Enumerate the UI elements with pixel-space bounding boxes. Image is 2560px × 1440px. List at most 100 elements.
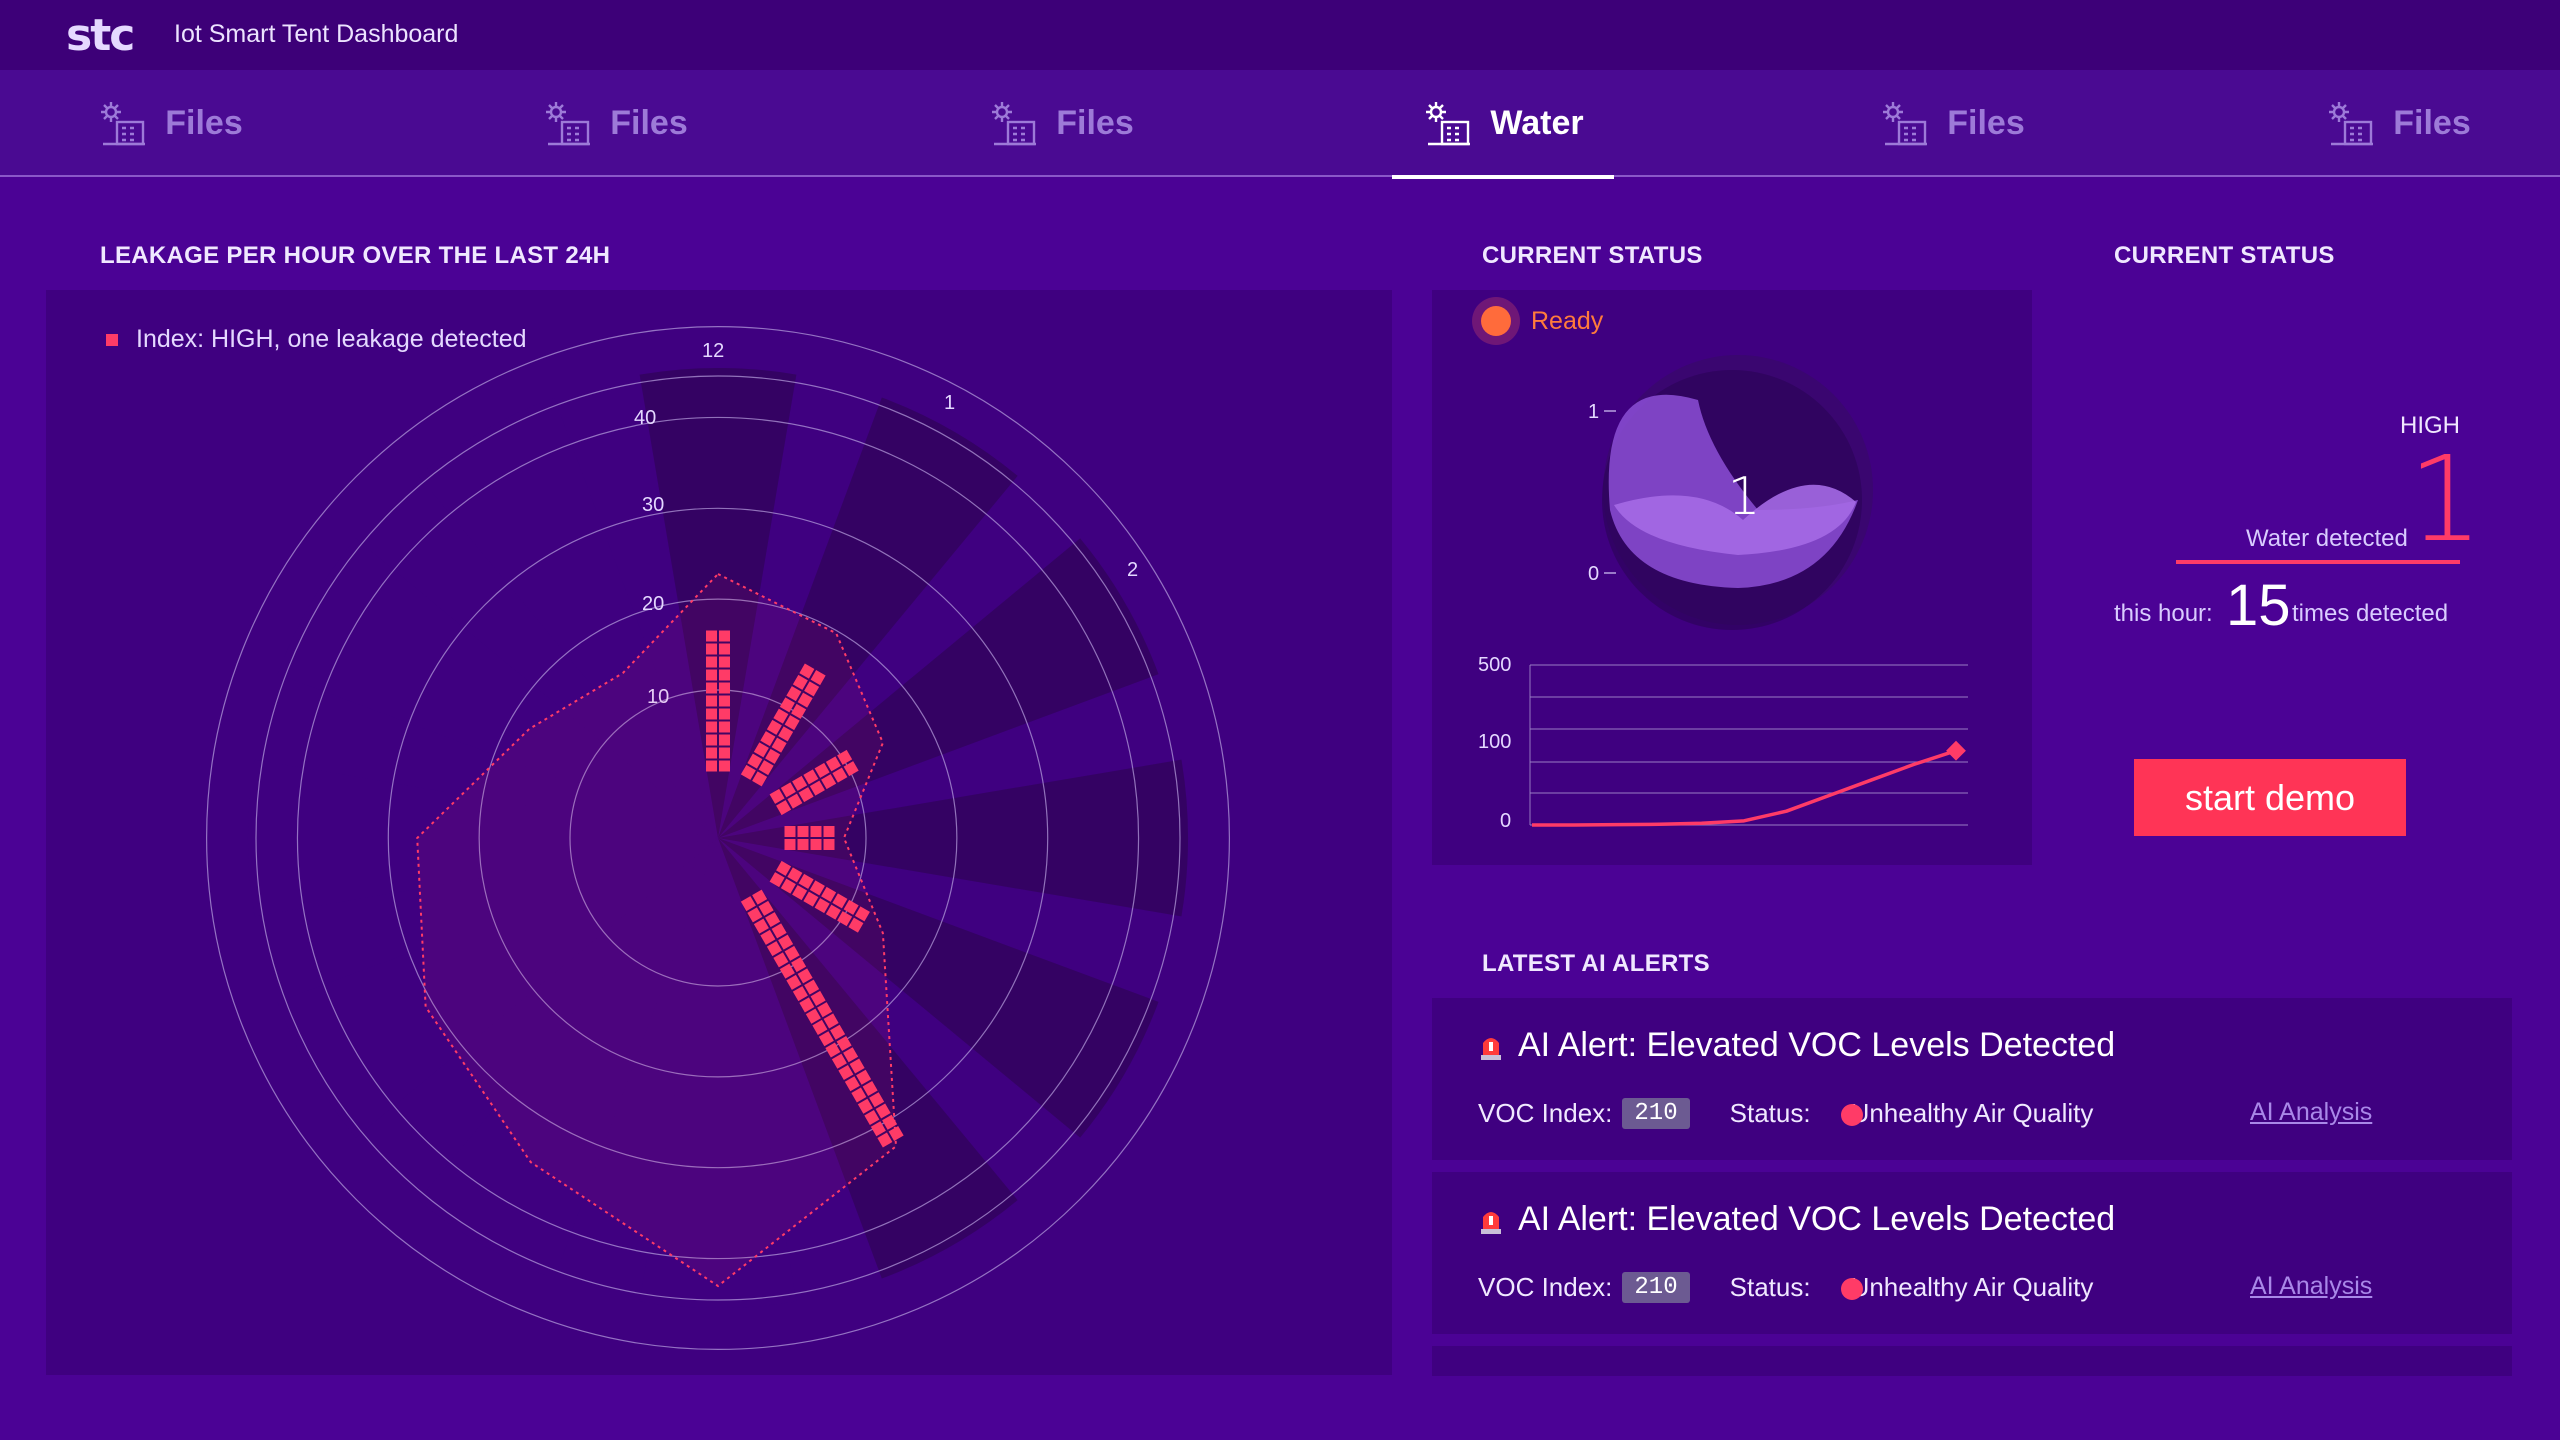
leakage-bar-cell — [780, 782, 796, 798]
leakage-bar-cell — [870, 1121, 886, 1137]
leakage-bar-cell — [753, 742, 769, 758]
leakage-bar-cell — [831, 1053, 847, 1069]
leakage-bar-cell — [805, 1008, 821, 1024]
grid-ring — [387, 507, 1049, 1169]
leakage-bar-cell — [719, 734, 730, 746]
leakage-bar-cell — [825, 1042, 841, 1058]
leakage-bar-cell — [798, 873, 814, 889]
leakage-bar-cell — [776, 800, 792, 816]
leakage-bar-cell — [719, 708, 730, 720]
leakage-bar-cell — [747, 907, 763, 923]
ready-text: Ready — [1531, 306, 1604, 335]
leakage-bar-cell — [814, 762, 830, 778]
leakage-bar-cell — [784, 839, 796, 850]
radial-tick-label: 20 — [642, 593, 664, 615]
leakage-bar-cell — [864, 1109, 880, 1126]
siren-icon — [1478, 1031, 1504, 1061]
ai-analysis-link[interactable]: AI Analysis — [2250, 1272, 2373, 1300]
gauge-wave — [1614, 484, 1856, 555]
leakage-bar-cell — [769, 872, 785, 888]
voc-label: VOC Index: — [1478, 1272, 1613, 1302]
grid-ring — [255, 375, 1181, 1301]
leakage-bar-cell — [825, 904, 841, 920]
leakage-bar-cell — [706, 747, 717, 759]
leakage-bar-cell — [888, 1126, 904, 1142]
start-demo-button[interactable]: start demo — [2134, 759, 2406, 836]
leakage-bar-cell — [799, 663, 815, 679]
hour-sector — [277, 538, 718, 838]
leakage-bar-cell — [706, 760, 717, 772]
leakage-bar-cell — [786, 686, 802, 702]
leakage-bar-cell — [803, 769, 819, 785]
this-hour-label: this hour: — [2114, 600, 2213, 627]
line-tick-label: 500 — [1478, 654, 1511, 676]
leakage-bar-cell — [784, 715, 800, 731]
status-value: Unhealthy Air Quality — [1850, 1272, 2094, 1302]
leakage-bar-cell — [799, 997, 815, 1013]
tab-files-3[interactable]: Files — [951, 70, 1171, 177]
tab-water[interactable]: Water — [1392, 70, 1614, 179]
leakage-bar-cell — [875, 1103, 891, 1119]
ai-analysis-link[interactable]: AI Analysis — [2250, 1098, 2373, 1126]
hour-count: 15 — [2226, 573, 2291, 638]
leakage-bar-cell — [836, 1035, 852, 1051]
leakage-bar-cell — [765, 748, 781, 764]
alert-card-2: AI Alert: Elevated VOC Levels Detected V… — [1432, 1172, 2512, 1334]
hour-sector — [418, 397, 718, 838]
tab-files-1[interactable]: Files — [60, 70, 280, 177]
leakage-bar-cell — [760, 929, 776, 945]
leakage-bar-cell — [752, 771, 768, 787]
leakage-bar-cell — [706, 630, 717, 642]
leakage-bar-cell — [758, 900, 774, 916]
hour-sector — [248, 759, 718, 917]
gauge-value: 1 — [1727, 467, 1760, 527]
tab-label: Files — [165, 104, 243, 142]
leakage-bar-cell — [779, 963, 795, 979]
legend-label: Index: HIGH, one leakage detected — [136, 325, 527, 353]
status-label: Status: — [1729, 1098, 1811, 1128]
radial-tick-label: 10 — [647, 686, 669, 708]
leakage-bar-cell — [851, 1087, 867, 1103]
leakage-bar-cell — [838, 1064, 854, 1080]
leakage-bar-cell — [809, 780, 825, 796]
leakage-bar-cell — [825, 756, 841, 772]
divider-line — [2176, 560, 2460, 564]
leakage-bar-cell — [778, 934, 794, 950]
leakage-bar-cell — [823, 1013, 839, 1029]
leakage-bar-cell — [706, 643, 717, 655]
leakage-bar-cell — [758, 760, 774, 776]
leakage-bar-cell — [773, 708, 789, 724]
leakage-bar-cell — [719, 669, 730, 681]
leakage-bar-cell — [771, 737, 787, 753]
leakage-bar-cell — [786, 974, 802, 990]
tab-label: Water — [1490, 104, 1584, 142]
leakage-bar-cell — [882, 1114, 898, 1130]
leakage-bar-cell — [814, 898, 830, 914]
leakage-bar-cell — [830, 1024, 846, 1040]
grid-ring — [569, 689, 867, 987]
hour-sector — [277, 838, 718, 1138]
warning-dot-icon — [1840, 1104, 1863, 1126]
leakage-bar-cell — [784, 945, 800, 961]
leakage-legend: Index: HIGH, one leakage detected — [106, 325, 527, 354]
tab-files-2[interactable]: Files — [505, 70, 725, 177]
status-dot-icon — [1481, 306, 1511, 336]
times-detected-label: times detected — [2292, 600, 2449, 627]
tab-label: Files — [2393, 104, 2471, 142]
tab-files-5[interactable]: Files — [2288, 70, 2508, 177]
leakage-bar-cell — [719, 630, 730, 642]
leakage-bar-cell — [818, 1031, 834, 1047]
leakage-bar-cell — [752, 889, 768, 905]
tab-files-4[interactable]: Files — [1842, 70, 2062, 177]
leakage-bar-cell — [817, 1002, 833, 1018]
leakage-bar-cell — [832, 767, 848, 783]
voc-label: VOC Index: — [1478, 1098, 1613, 1128]
leakage-bar-cell — [823, 826, 835, 837]
hour-sector — [418, 838, 718, 1279]
leakage-bar-cell — [857, 1098, 873, 1114]
alerts-title: LATEST AI ALERTS — [1482, 950, 1710, 977]
siren-icon — [1478, 1205, 1504, 1235]
leakage-bar-cell — [843, 1047, 859, 1063]
leakage-bar-cell — [706, 656, 717, 668]
